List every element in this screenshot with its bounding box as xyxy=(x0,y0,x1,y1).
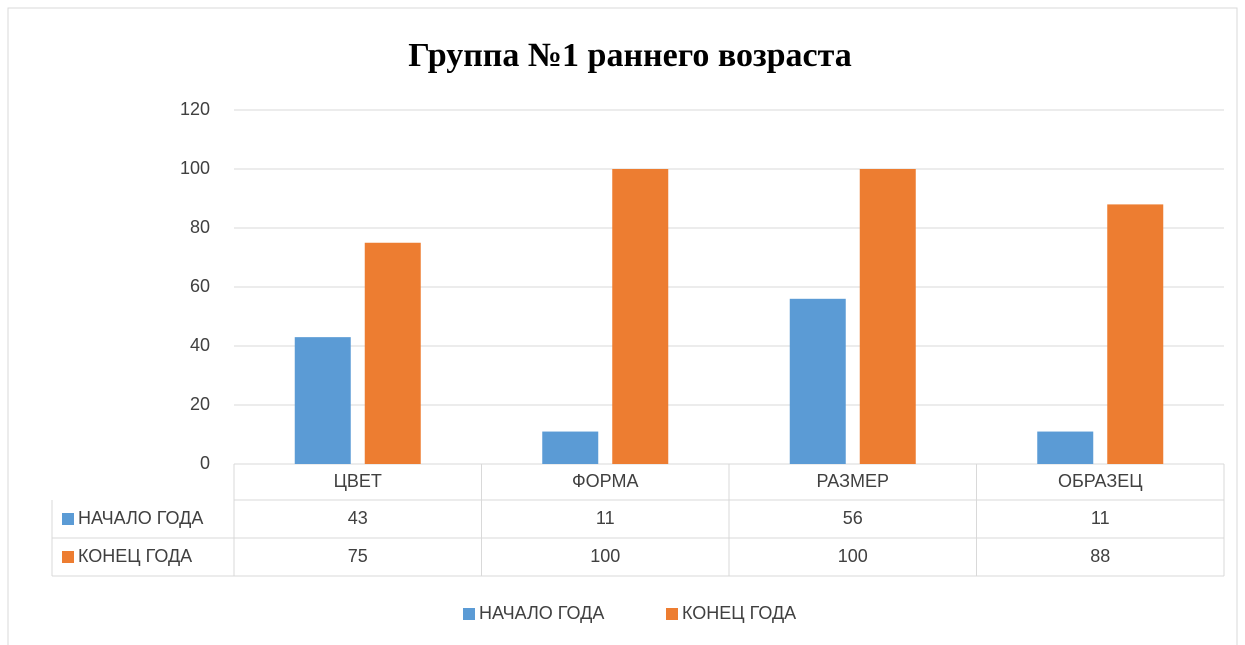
bar xyxy=(612,169,669,464)
bar xyxy=(294,337,351,464)
bar xyxy=(859,169,916,464)
legend-key xyxy=(666,608,678,620)
table-value: 11 xyxy=(596,508,615,528)
table-legend-key xyxy=(62,551,74,563)
bar xyxy=(1107,204,1164,464)
y-tick-label: 100 xyxy=(180,158,210,178)
y-tick-label: 60 xyxy=(190,276,210,296)
legend-label: КОНЕЦ ГОДА xyxy=(682,603,796,623)
table-value: 88 xyxy=(1090,546,1110,566)
table-value: 100 xyxy=(838,546,868,566)
legend-label: НАЧАЛО ГОДА xyxy=(479,603,604,623)
y-tick-label: 0 xyxy=(200,453,210,473)
chart-title: Группа №1 раннего возраста xyxy=(408,37,851,74)
bar xyxy=(542,431,599,464)
table-value: 43 xyxy=(348,508,368,528)
x-tick-label: ОБРАЗЕЦ xyxy=(1058,471,1143,491)
x-tick-label: ЦВЕТ xyxy=(334,471,382,491)
table-row-label: КОНЕЦ ГОДА xyxy=(78,546,192,566)
bar xyxy=(789,298,846,464)
table-value: 100 xyxy=(590,546,620,566)
bar xyxy=(364,242,421,464)
legend-key xyxy=(463,608,475,620)
chart-border xyxy=(7,7,1238,645)
table-value: 75 xyxy=(348,546,368,566)
bar xyxy=(1037,431,1094,464)
x-tick-label: ФОРМА xyxy=(572,471,639,491)
y-tick-label: 80 xyxy=(190,217,210,237)
table-row-label: НАЧАЛО ГОДА xyxy=(78,508,203,528)
table-value: 56 xyxy=(843,508,863,528)
x-tick-label: РАЗМЕР xyxy=(817,471,889,491)
table-legend-key xyxy=(62,513,74,525)
y-tick-label: 120 xyxy=(180,99,210,119)
y-tick-label: 20 xyxy=(190,394,210,414)
y-tick-label: 40 xyxy=(190,335,210,355)
table-value: 11 xyxy=(1091,508,1110,528)
